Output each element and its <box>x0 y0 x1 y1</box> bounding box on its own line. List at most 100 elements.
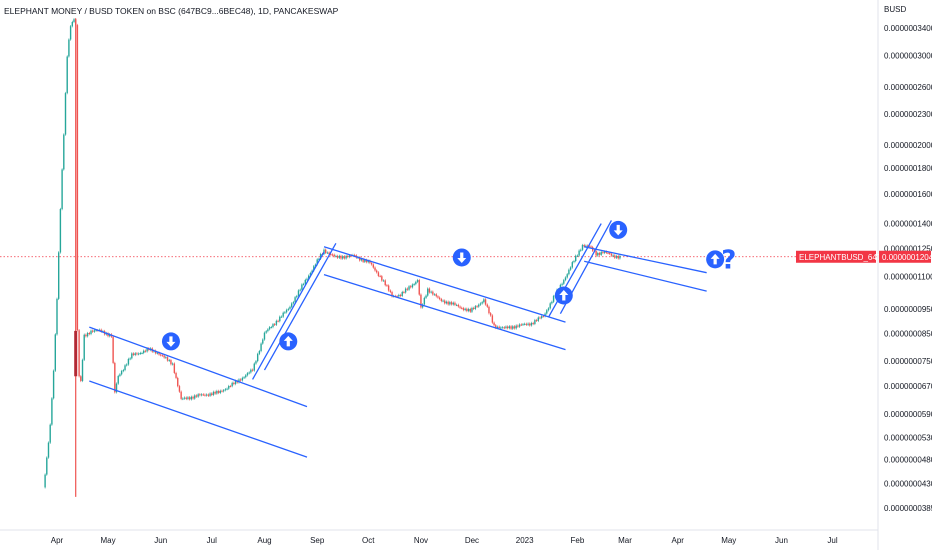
candle <box>462 308 465 311</box>
symbol-label: ELEPHANTBUSD_647BC9 <box>799 253 897 262</box>
last-price-label: 0.0000001204 <box>882 253 932 262</box>
y-tick-label: 0.0000000480 <box>884 455 932 464</box>
candle <box>211 393 213 395</box>
candle <box>459 306 461 308</box>
y-tick-label: 0.0000000750 <box>884 357 932 366</box>
candle <box>46 457 48 475</box>
candle <box>226 388 228 390</box>
candle <box>474 306 477 309</box>
candle <box>467 308 470 312</box>
y-tick-label: 0.0000002000 <box>884 141 932 150</box>
candle <box>415 281 417 285</box>
candle <box>484 299 487 305</box>
candle <box>241 377 244 381</box>
candle <box>275 320 278 325</box>
candle <box>559 284 562 290</box>
candle <box>619 255 621 259</box>
trendline <box>252 251 325 380</box>
candle <box>49 424 51 443</box>
candle <box>496 326 499 328</box>
candle <box>500 327 502 329</box>
candle <box>207 394 210 396</box>
candle <box>170 360 172 365</box>
candle <box>469 308 471 312</box>
last-price-badge <box>879 250 931 263</box>
trendline <box>584 246 707 274</box>
candle <box>464 308 466 311</box>
x-tick-label: Jul <box>827 536 837 545</box>
candle <box>603 251 606 253</box>
x-tick-label: Aug <box>257 536 271 545</box>
candle <box>296 296 298 298</box>
candle <box>250 369 252 373</box>
candle <box>279 316 281 322</box>
candle <box>522 324 524 326</box>
candle <box>124 365 126 371</box>
candle <box>359 257 361 261</box>
candle <box>297 290 300 297</box>
candle <box>542 316 545 318</box>
candle <box>343 256 346 259</box>
candle <box>423 297 426 305</box>
candle <box>299 289 301 291</box>
candle <box>173 363 176 373</box>
candle <box>234 380 237 385</box>
currency-label: BUSD <box>884 5 906 14</box>
candle <box>256 353 259 362</box>
candle <box>287 308 289 310</box>
x-tick-label: Oct <box>362 536 375 545</box>
marker-arrow <box>457 252 467 263</box>
candle <box>248 372 250 374</box>
candle <box>88 333 91 335</box>
candle <box>486 304 488 307</box>
candle <box>107 333 109 337</box>
x-tick-label: May <box>721 536 736 545</box>
candle <box>607 252 609 254</box>
x-tick-label: Jun <box>775 536 788 545</box>
candle <box>64 93 67 135</box>
candle <box>540 316 543 319</box>
candle <box>362 258 364 262</box>
candle <box>282 312 284 317</box>
candle <box>376 270 378 273</box>
candle <box>379 275 381 277</box>
candle <box>131 353 133 359</box>
candle <box>571 262 573 268</box>
candle <box>549 303 551 309</box>
candle <box>260 343 262 352</box>
candle <box>455 304 458 306</box>
candle <box>272 324 274 328</box>
candle <box>93 330 96 332</box>
y-tick-label: 0.0000003400 <box>884 24 932 33</box>
candle <box>544 313 546 317</box>
candle <box>314 264 317 267</box>
candle <box>243 377 245 379</box>
candle <box>83 334 85 360</box>
trendline <box>584 260 707 292</box>
candle <box>146 348 148 352</box>
candle <box>546 310 548 314</box>
candle <box>588 245 591 247</box>
candle <box>598 252 601 255</box>
x-tick-label: Mar <box>618 536 632 545</box>
candle <box>472 307 475 309</box>
candle <box>347 255 349 258</box>
candle <box>171 363 174 365</box>
candle <box>369 260 371 263</box>
candle <box>311 270 313 273</box>
candle <box>450 302 453 305</box>
candle <box>129 358 131 360</box>
candle <box>513 326 516 329</box>
candle <box>365 259 368 263</box>
candle <box>364 259 366 262</box>
candle <box>391 291 393 297</box>
y-tick-label: 0.0000000430 <box>884 480 932 489</box>
y-tick-label: 0.0000001400 <box>884 220 932 229</box>
y-tick-label: 0.0000002600 <box>884 83 932 92</box>
candle <box>199 394 201 396</box>
x-tick-label: Sep <box>310 536 325 545</box>
candle <box>372 264 375 268</box>
candle <box>313 266 315 271</box>
y-tick-label: 0.0000000950 <box>884 305 932 314</box>
